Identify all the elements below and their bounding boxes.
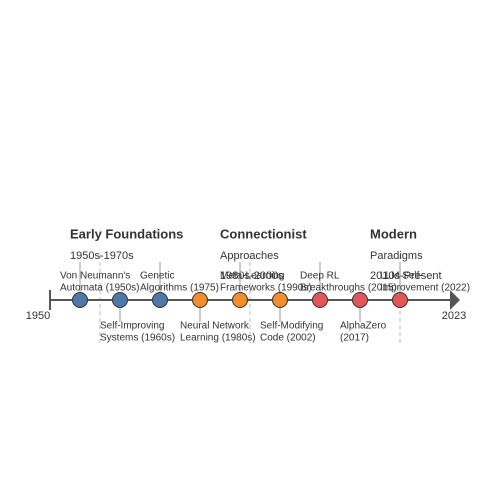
event-node <box>232 292 248 308</box>
event-label: Code (2002) <box>260 333 316 344</box>
event-node <box>192 292 208 308</box>
era-title: Modern <box>370 226 417 241</box>
event-label: Deep RL <box>300 271 340 282</box>
era-subtitle: 1980s-2000s <box>220 270 284 282</box>
era-subtitle: Paradigms <box>370 250 423 262</box>
event-node <box>72 292 88 308</box>
event-node <box>112 292 128 308</box>
era-title: Connectionist <box>220 226 307 241</box>
era-title: Early Foundations <box>70 226 183 241</box>
event-label: Breakthroughs (2015) <box>300 283 397 294</box>
axis-start-label: 1950 <box>26 310 50 322</box>
event-label: (2017) <box>340 333 369 344</box>
event-node <box>312 292 328 308</box>
event-label: Systems (1960s) <box>100 333 175 344</box>
event-node <box>272 292 288 308</box>
event-node <box>392 292 408 308</box>
era-subtitle: 2010s-Present <box>370 270 442 282</box>
event-label: LLM Self- <box>380 271 423 282</box>
axis-end-label: 2023 <box>442 310 466 322</box>
event-label: Genetic <box>140 271 174 282</box>
event-label: Meta-Learning <box>220 271 284 282</box>
event-label: Frameworks (1990s) <box>220 283 312 294</box>
era-subtitle: 1950s-1970s <box>70 250 134 262</box>
era-subtitle: Approaches <box>220 250 279 262</box>
event-label: AlphaZero <box>340 321 387 332</box>
event-node <box>352 292 368 308</box>
axis-arrow <box>450 290 460 310</box>
event-label: Automata (1950s) <box>60 283 140 294</box>
event-label: Self-Improving <box>100 321 164 332</box>
event-label: Von Neumann's <box>60 271 130 282</box>
event-label: Improvement (2022) <box>380 283 470 294</box>
event-node <box>152 292 168 308</box>
event-label: Self-Modifying <box>260 321 323 332</box>
event-label: Learning (1980s) <box>180 333 256 344</box>
event-label: Algorithms (1975) <box>140 283 219 294</box>
event-label: Neural Network <box>180 321 250 332</box>
